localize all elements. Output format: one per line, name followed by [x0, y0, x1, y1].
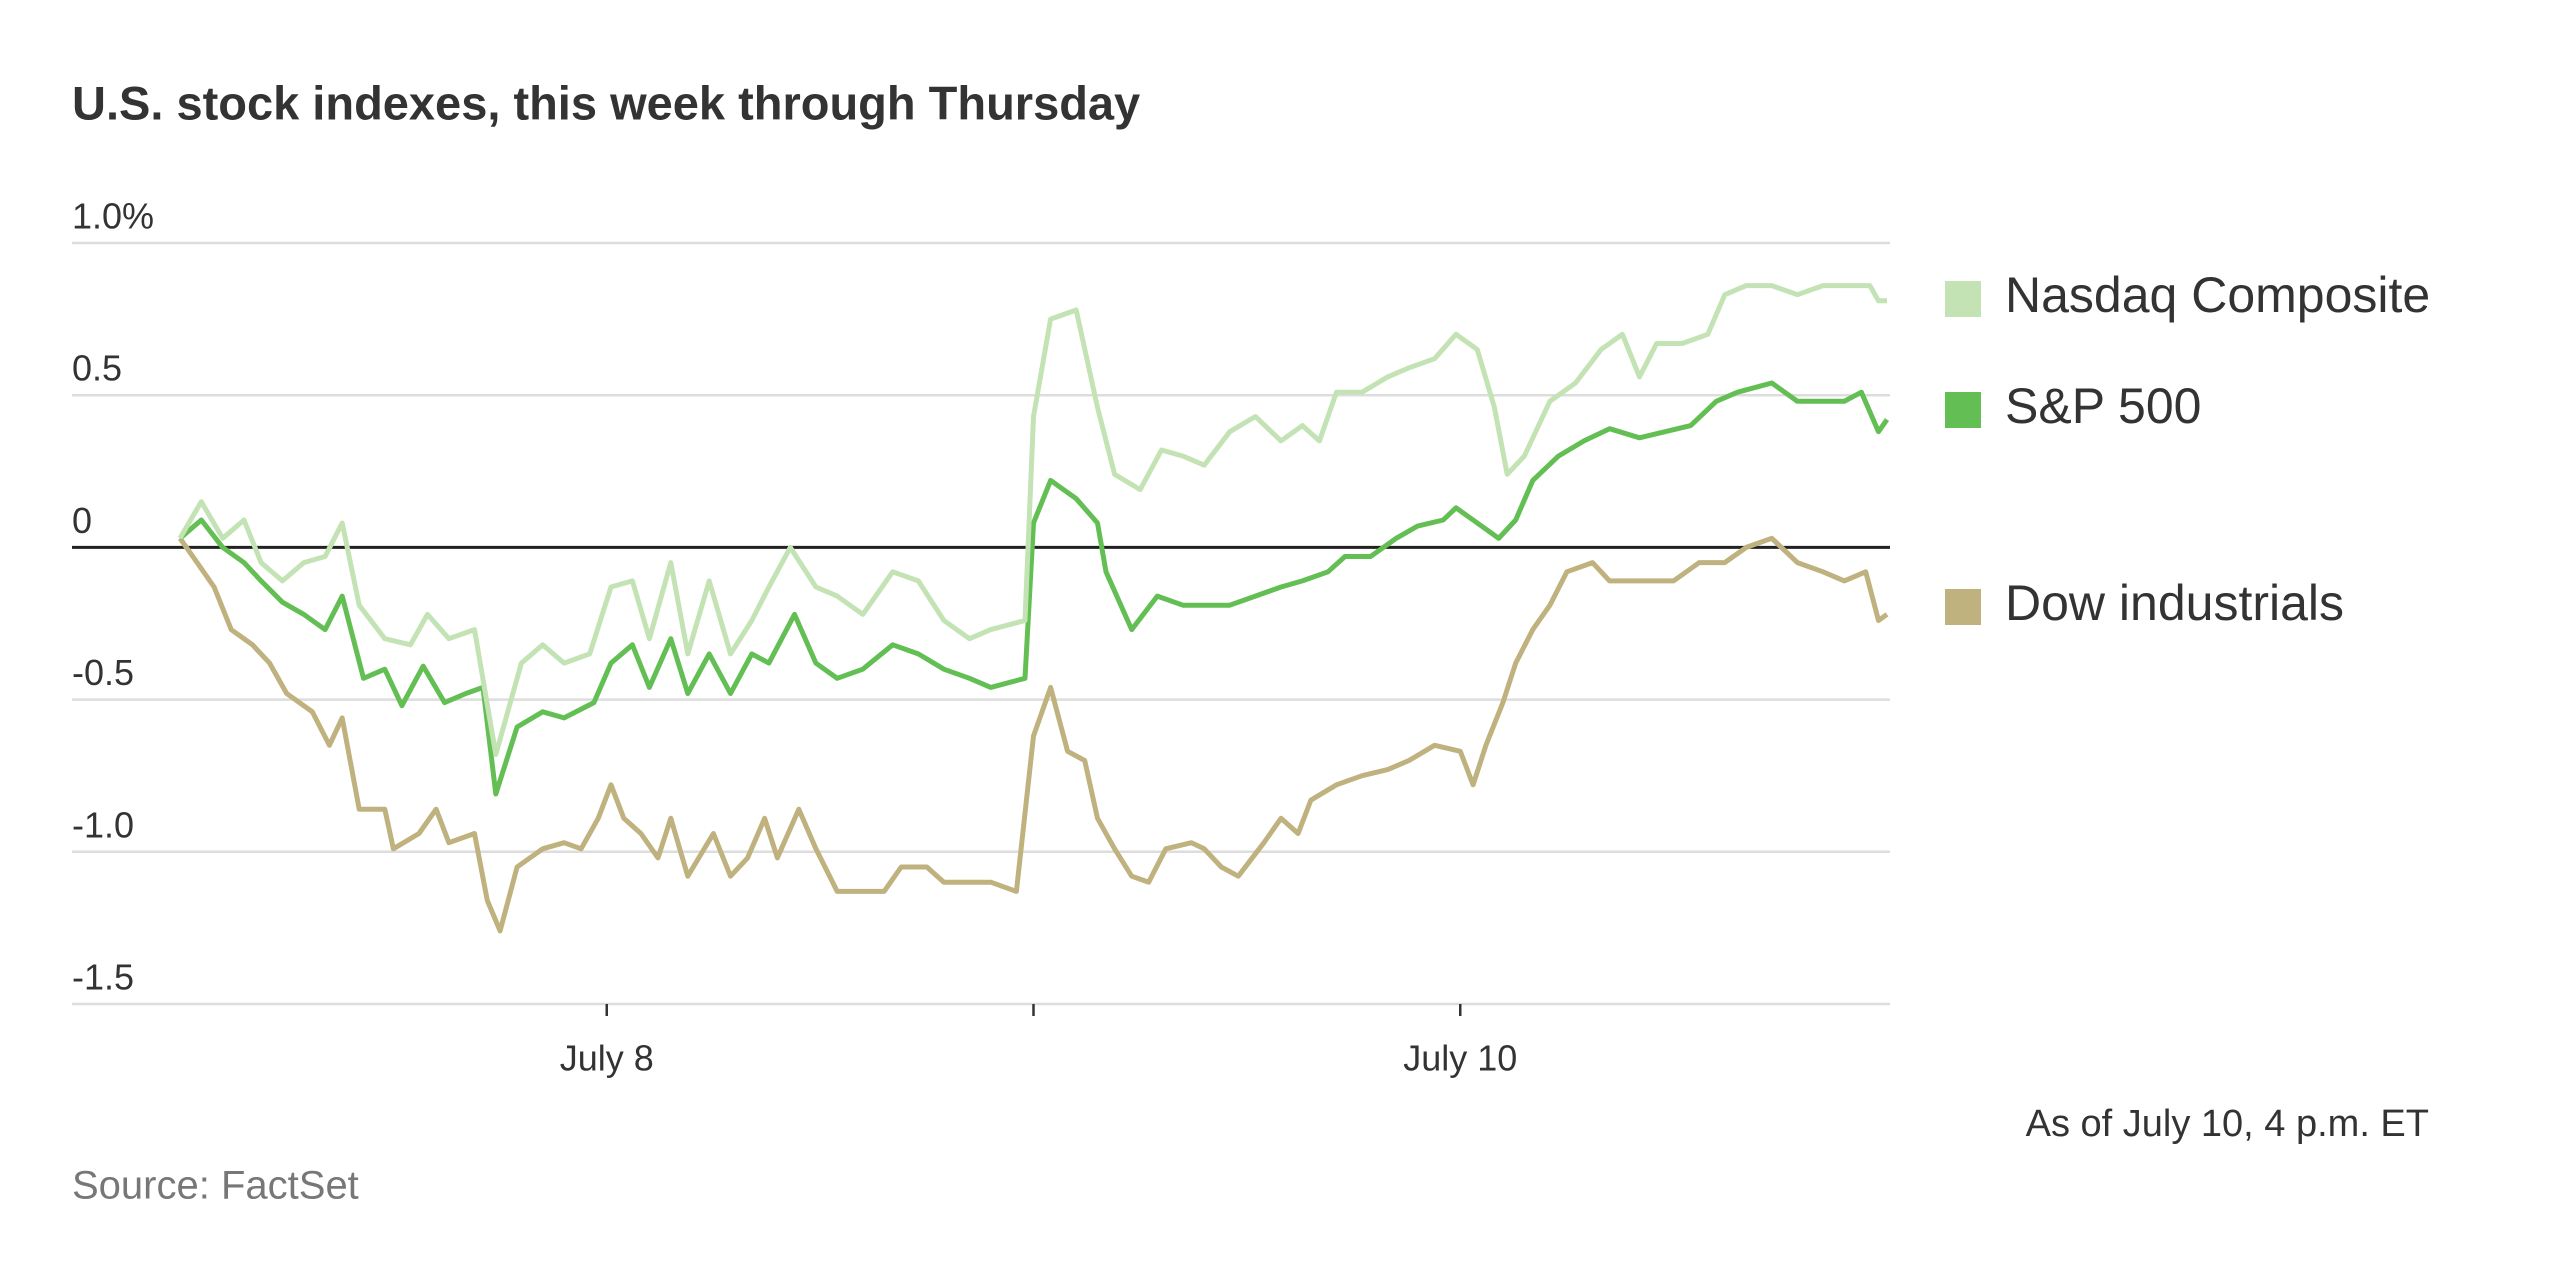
chart-title: U.S. stock indexes, this week through Th… [72, 76, 1140, 129]
note: As of July 10, 4 p.m. ET [2026, 1103, 2429, 1145]
y-tick-label: 0.5 [72, 348, 122, 389]
series-line [177, 535, 1889, 934]
legend-swatch [1945, 281, 1981, 317]
legend-swatch [1945, 392, 1981, 428]
x-tick-label: July 10 [1403, 1038, 1517, 1079]
y-tick-label: 1.0% [72, 196, 154, 237]
source: Source: FactSet [72, 1164, 359, 1208]
legend-label: S&P 500 [2005, 378, 2201, 434]
legend-label: Nasdaq Composite [2005, 267, 2430, 323]
y-tick-label: -1.0 [72, 804, 134, 845]
series-line [178, 380, 1890, 797]
y-tick-label: -1.5 [72, 957, 134, 998]
legend-label: Dow industrials [2005, 575, 2344, 631]
y-tick-label: 0 [72, 500, 92, 541]
y-tick-label: -0.5 [72, 652, 134, 693]
x-tick-label: July 8 [560, 1038, 654, 1079]
legend-swatch [1945, 589, 1981, 625]
series-line [177, 283, 1887, 757]
